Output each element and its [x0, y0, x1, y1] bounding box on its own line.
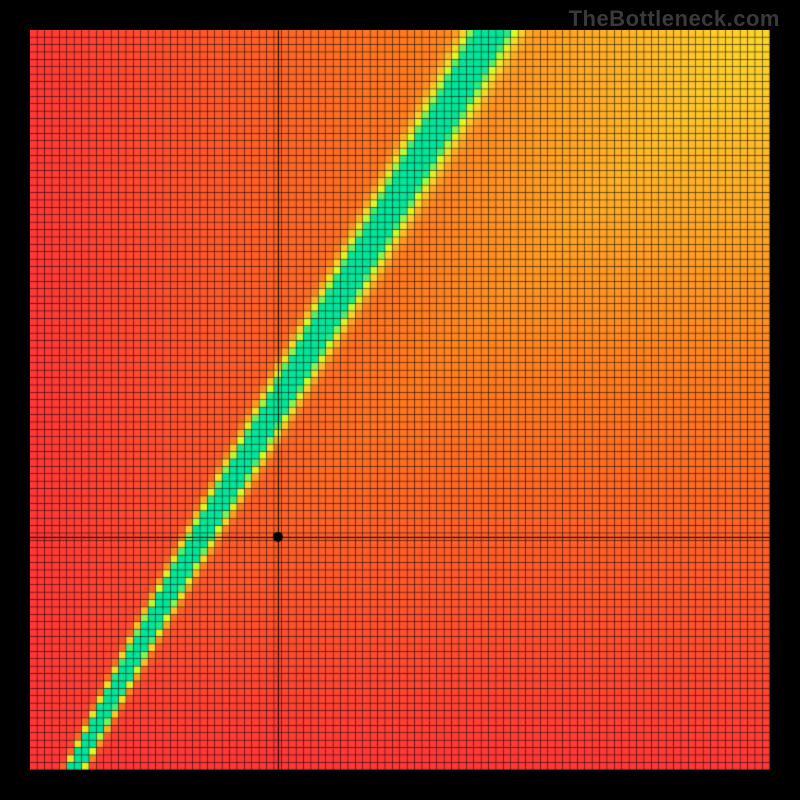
watermark-text: TheBottleneck.com: [569, 6, 780, 32]
bottleneck-heatmap: [30, 30, 770, 770]
